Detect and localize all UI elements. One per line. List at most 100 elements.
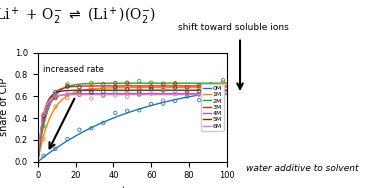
- Point: [184, 95, 190, 98]
- Point: [124, 81, 130, 84]
- 5M: [224, 89, 229, 91]
- Point: [196, 90, 202, 93]
- Point: [148, 81, 154, 84]
- 3M: [220, 85, 225, 87]
- Point: [53, 90, 59, 93]
- Point: [88, 91, 94, 94]
- 0M: [225, 89, 229, 92]
- Point: [100, 90, 106, 93]
- Point: [172, 93, 178, 96]
- Point: [196, 87, 202, 90]
- 2M: [225, 82, 229, 84]
- Point: [184, 88, 190, 91]
- Point: [160, 89, 166, 92]
- 5M: [225, 89, 229, 91]
- Point: [160, 89, 166, 92]
- 2M: [220, 82, 225, 84]
- Point: [112, 86, 118, 89]
- Text: Li$^+$ + O$_2^{-}$ $\rightleftharpoons$ (Li$^+$)(O$_2^{-}$): Li$^+$ + O$_2^{-}$ $\rightleftharpoons$ …: [0, 6, 156, 27]
- Point: [136, 87, 142, 90]
- Point: [124, 88, 130, 91]
- Point: [100, 87, 106, 90]
- Point: [160, 83, 166, 86]
- Point: [100, 94, 106, 97]
- 2M: [36, 161, 40, 163]
- Point: [112, 86, 118, 89]
- 0M: [125, 112, 130, 114]
- Point: [148, 86, 154, 89]
- Point: [112, 111, 118, 114]
- 3M: [148, 85, 153, 87]
- Point: [53, 97, 59, 100]
- 2M: [191, 82, 195, 84]
- Point: [148, 88, 154, 91]
- Point: [124, 88, 130, 91]
- Point: [172, 90, 178, 93]
- 3M: [138, 85, 143, 87]
- Point: [208, 96, 214, 99]
- Point: [112, 82, 118, 85]
- Point: [112, 94, 118, 97]
- Point: [136, 92, 142, 95]
- Point: [88, 97, 94, 100]
- 4M: [138, 92, 143, 95]
- Point: [76, 89, 82, 92]
- Point: [184, 92, 190, 95]
- Point: [160, 82, 166, 85]
- Point: [196, 84, 202, 87]
- 2M: [148, 82, 153, 84]
- Point: [88, 91, 94, 94]
- 3M: [125, 85, 130, 87]
- Point: [64, 85, 70, 88]
- 6M: [138, 93, 143, 96]
- 1M: [148, 86, 153, 89]
- Point: [100, 87, 106, 90]
- Line: 3M: 3M: [38, 86, 227, 162]
- 5M: [126, 89, 131, 91]
- 4M: [125, 92, 130, 95]
- Point: [148, 92, 154, 95]
- Point: [220, 93, 226, 96]
- Point: [76, 86, 82, 89]
- Point: [88, 83, 94, 86]
- 0M: [36, 161, 40, 163]
- Point: [220, 91, 226, 94]
- 1M: [138, 86, 143, 89]
- Text: shift toward soluble ions: shift toward soluble ions: [178, 23, 288, 32]
- Point: [208, 92, 214, 95]
- Point: [196, 93, 202, 96]
- Point: [64, 93, 70, 96]
- Point: [136, 88, 142, 91]
- 1M: [225, 86, 229, 89]
- 1M: [125, 86, 130, 89]
- 5M: [191, 89, 195, 91]
- 1M: [220, 86, 225, 89]
- 3M: [36, 161, 40, 163]
- Point: [172, 85, 178, 88]
- Line: 4M: 4M: [38, 94, 227, 162]
- Point: [53, 147, 59, 150]
- Point: [76, 94, 82, 97]
- Text: water additive to solvent: water additive to solvent: [246, 164, 359, 173]
- Point: [136, 94, 142, 97]
- X-axis label: t, ns: t, ns: [122, 186, 143, 188]
- Point: [53, 92, 59, 96]
- Point: [172, 99, 178, 102]
- Point: [124, 95, 130, 98]
- 4M: [126, 92, 131, 95]
- Point: [53, 105, 59, 108]
- 1M: [126, 86, 131, 89]
- Point: [184, 86, 190, 89]
- Point: [40, 118, 46, 121]
- Point: [88, 86, 94, 89]
- Point: [196, 99, 202, 102]
- Point: [160, 99, 166, 102]
- 4M: [225, 92, 229, 95]
- Point: [196, 85, 202, 88]
- Point: [220, 88, 226, 91]
- Point: [148, 102, 154, 105]
- Point: [40, 154, 46, 157]
- 5M: [36, 161, 40, 163]
- Point: [40, 125, 46, 128]
- Point: [76, 128, 82, 131]
